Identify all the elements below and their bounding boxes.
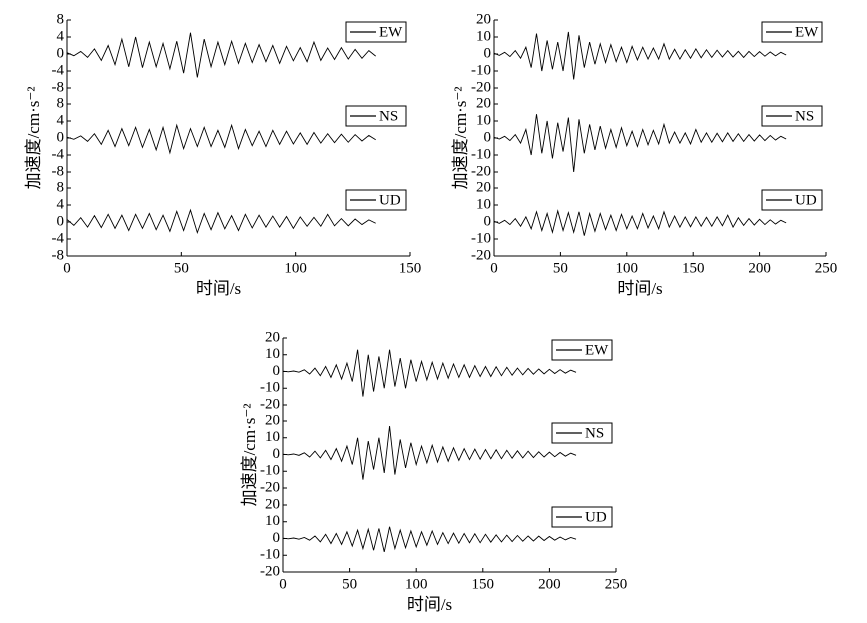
waveform [66,32,376,78]
x-tick-label: 150 [399,260,422,276]
x-tick-label: 200 [748,260,771,276]
x-tick-label: 0 [279,576,287,592]
y-tick-label: 20 [265,496,280,512]
legend-label: EW [379,24,403,40]
y-tick-label: 0 [273,363,281,379]
y-tick-label: 10 [476,112,491,128]
waveform [282,349,577,397]
waveform [493,114,787,173]
legend-label: UD [379,192,401,208]
y-tick-label: 0 [57,129,65,145]
y-tick-label: 0 [484,45,492,61]
y-tick-label: 8 [57,11,65,27]
y-tick-label: -4 [52,62,65,78]
x-tick-label: 150 [682,260,705,276]
legend-label: NS [795,108,814,124]
x-axis-label: 时间/s [617,279,662,298]
y-tick-label: 10 [265,429,280,445]
y-tick-label: 20 [476,11,491,27]
y-tick-label: -10 [260,463,280,479]
y-tick-label: -20 [471,247,491,263]
x-tick-label: 250 [815,260,838,276]
legend-label: EW [795,24,819,40]
y-tick-label: -20 [471,163,491,179]
waveform [282,526,577,552]
y-tick-label: 20 [265,412,280,428]
y-tick-label: 0 [484,213,492,229]
y-tick-label: -20 [260,563,280,579]
x-tick-label: 0 [63,260,71,276]
y-tick-label: 8 [57,95,65,111]
x-tick-label: 100 [284,260,307,276]
waveform [66,208,376,235]
waveform [493,209,787,236]
y-tick-label: -8 [52,79,65,95]
y-tick-label: 10 [265,346,280,362]
y-tick-label: -8 [52,247,65,263]
y-tick-label: 10 [476,28,491,44]
y-tick-label: -10 [260,380,280,396]
x-tick-label: 50 [553,260,568,276]
y-tick-label: -10 [471,230,491,246]
y-tick-label: -10 [471,62,491,78]
y-tick-label: -20 [471,79,491,95]
y-tick-label: 4 [57,196,65,212]
y-tick-label: 0 [273,446,281,462]
y-tick-label: 20 [476,179,491,195]
y-tick-label: -20 [260,396,280,412]
y-tick-label: -8 [52,163,65,179]
x-tick-label: 250 [605,576,628,592]
y-tick-label: -10 [260,547,280,563]
y-tick-label: 4 [57,28,65,44]
x-tick-label: 100 [405,576,428,592]
y-tick-label: 0 [273,530,281,546]
y-tick-label: -4 [52,230,65,246]
y-tick-label: -4 [52,146,65,162]
y-tick-label: 10 [265,513,280,529]
y-tick-label: 10 [476,196,491,212]
legend-label: EW [585,342,609,358]
y-tick-label: 0 [57,213,65,229]
legend-label: UD [795,192,817,208]
y-tick-label: -20 [260,479,280,495]
y-tick-label: 0 [484,129,492,145]
y-tick-label: 0 [57,45,65,61]
waveform [493,31,787,80]
x-axis-label: 时间/s [196,279,241,298]
x-tick-label: 0 [490,260,498,276]
x-tick-label: 100 [616,260,639,276]
y-axis-label: 加速度/cm·s⁻² [24,87,43,190]
x-tick-label: 150 [472,576,495,592]
x-tick-label: 200 [538,576,561,592]
y-axis-label: 加速度/cm·s⁻² [451,87,470,190]
legend-label: NS [379,108,398,124]
y-tick-label: 8 [57,179,65,195]
y-tick-label: -10 [471,146,491,162]
waveform [282,425,577,480]
waveform [66,123,376,155]
y-tick-label: 20 [265,329,280,345]
y-axis-label: 加速度/cm·s⁻² [240,404,259,507]
x-axis-label: 时间/s [407,595,452,614]
y-tick-label: 20 [476,95,491,111]
y-tick-label: 4 [57,112,65,128]
x-tick-label: 50 [174,260,189,276]
legend-label: NS [585,425,604,441]
legend-label: UD [585,509,607,525]
x-tick-label: 50 [342,576,357,592]
